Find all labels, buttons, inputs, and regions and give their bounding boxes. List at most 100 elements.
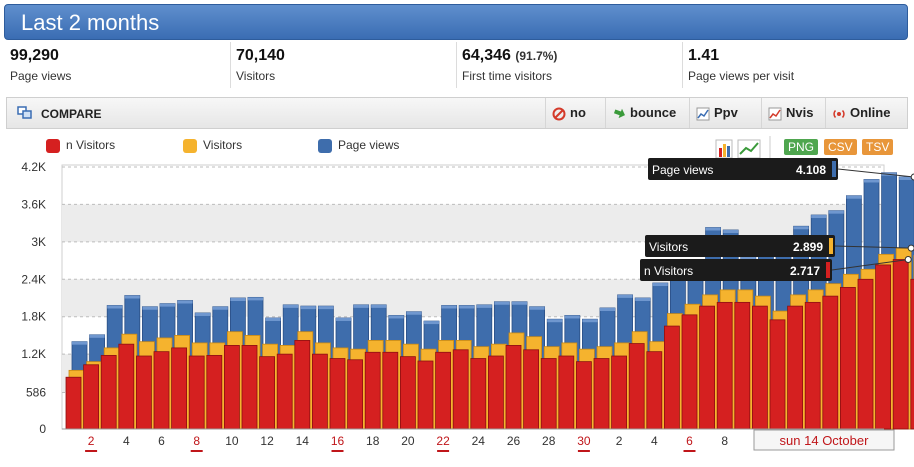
tooltip-color-bar [826,262,830,278]
y-tick-label: 586 [26,385,46,399]
export-csv-button[interactable]: CSV [824,139,857,155]
chart-type-icon[interactable] [714,134,774,160]
bar-new-visitors[interactable] [558,355,575,430]
x-tick-label: 6 [158,434,165,448]
bar-new-visitors[interactable] [787,305,803,430]
tooltip-label: Page views [652,163,713,177]
bar-new-visitors[interactable] [347,359,364,430]
bar-new-visitors[interactable] [153,351,170,430]
bar-new-visitors[interactable] [65,376,82,430]
bar-new-visitors[interactable] [329,358,346,430]
bar-page-views-top [265,317,281,321]
stat-label: Page views [10,69,72,83]
compare-no-button[interactable]: no [545,98,586,128]
legend-page-views[interactable]: Page views [318,138,399,153]
bar-page-views-top [512,301,527,305]
bar-new-visitors[interactable] [857,278,874,430]
bar-new-visitors[interactable] [364,351,381,430]
bar-new-visitors[interactable] [769,319,786,430]
bar-new-visitors[interactable] [611,355,627,430]
bar-page-views-top [600,307,615,311]
bar-new-visitors[interactable] [241,345,258,430]
bar-new-visitors[interactable] [417,360,434,430]
bar-page-views-top [371,304,387,308]
compare-toolbar: COMPARE no bounce Ppv Nvis Online [6,97,908,129]
bar-new-visitors[interactable] [875,264,891,430]
bar-page-views-top [195,312,211,316]
bar-new-visitors[interactable] [188,355,205,430]
bar-new-visitors[interactable] [83,364,99,430]
bar-new-visitors[interactable] [576,361,592,430]
button-label: no [570,105,586,120]
bar-new-visitors[interactable] [804,301,821,430]
bar-new-visitors[interactable] [505,345,522,430]
stat-value: 99,290 [10,47,59,64]
title-bar: Last 2 months [4,4,908,40]
stat-label: Visitors [236,69,276,83]
bar-new-visitors[interactable] [822,295,839,430]
bar-new-visitors[interactable] [664,325,680,430]
bar-new-visitors[interactable] [593,358,610,430]
legend-label: Page views [338,138,400,152]
compare-nvis-button[interactable]: Nvis [761,98,813,128]
bar-new-visitors[interactable] [523,349,539,430]
bar-page-views-top [793,226,809,230]
bar-new-visitors[interactable] [734,301,751,430]
selected-date-box[interactable] [753,429,895,451]
bar-new-visitors[interactable] [259,356,276,430]
y-tick-label: 1.8K [21,310,46,324]
bar-new-visitors[interactable] [910,278,914,430]
bar-new-visitors[interactable] [892,259,909,430]
tooltip-color-bar [829,238,833,254]
bar-new-visitors[interactable] [382,351,399,430]
bar-new-visitors[interactable] [435,351,452,430]
tooltip-box [648,158,838,180]
compare-label: COMPARE [41,107,102,121]
bar-new-visitors[interactable] [540,358,557,430]
bar-new-visitors[interactable] [276,353,293,430]
export-tsv-button[interactable]: TSV [862,139,894,155]
bar-new-visitors[interactable] [752,305,768,430]
bar-new-visitors[interactable] [646,351,663,430]
bar-new-visitors[interactable] [294,340,311,430]
bar-new-visitors[interactable] [452,349,469,430]
bar-new-visitors[interactable] [118,343,135,430]
compare-bounce-button[interactable]: bounce [605,98,676,128]
x-tick-label: 22 [436,434,450,448]
bar-new-visitors[interactable] [135,355,152,430]
bar-page-views-top [811,215,827,219]
bar-new-visitors[interactable] [206,354,223,430]
bar-new-visitors[interactable] [311,353,328,430]
bar-page-views-top [353,304,369,308]
bar-new-visitors[interactable] [399,356,416,430]
bar-new-visitors[interactable] [100,354,117,430]
bar-page-views-top [705,227,721,231]
bar-new-visitors[interactable] [716,301,733,430]
stat-page-views-per-visit: 1.41 Page views per visit [682,42,908,88]
bar-page-views-top [124,295,140,299]
bar-new-visitors[interactable] [171,347,188,430]
bar-new-visitors[interactable] [470,358,487,430]
compare-icon[interactable] [17,106,33,120]
tooltip-box [640,259,832,281]
x-tick-label: 18 [366,434,380,448]
bar-new-visitors[interactable] [487,355,504,430]
bar-page-views-top [617,294,633,298]
bar-new-visitors[interactable] [840,286,856,430]
bar-new-visitors[interactable] [628,343,645,430]
tooltip-anchor-dot [910,173,914,181]
bar-page-views-top [547,319,563,323]
x-tick-label: 8 [193,434,200,448]
legend-visitors[interactable]: Visitors [183,138,242,153]
bar-new-visitors[interactable] [223,345,240,430]
online-button[interactable]: Online [825,98,890,128]
export-png-button[interactable]: PNG [784,139,819,155]
legend-label: n Visitors [66,138,116,152]
compare-ppv-button[interactable]: Ppv [689,98,738,128]
stat-value: 1.41 [688,47,720,64]
bar-new-visitors[interactable] [699,305,715,430]
selected-date-label: sun 14 October [780,433,870,448]
legend-n-visitors[interactable]: n Visitors [46,138,115,153]
bar-new-visitors[interactable] [681,314,698,430]
bar-page-views-top [635,298,651,301]
